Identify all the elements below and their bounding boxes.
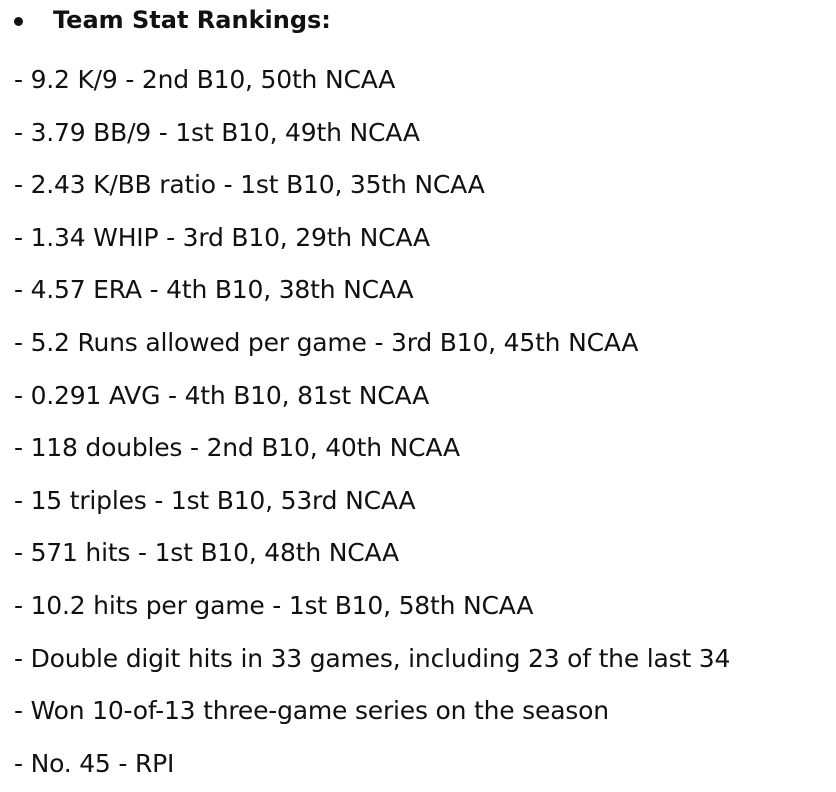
stat-list: - 9.2 K/9 - 2nd B10, 50th NCAA - 3.79 BB…: [14, 54, 730, 790]
stat-line: - 9.2 K/9 - 2nd B10, 50th NCAA: [14, 65, 396, 94]
stat-line: - 5.2 Runs allowed per game - 3rd B10, 4…: [14, 327, 639, 357]
stat-line: - 2.43 K/BB ratio - 1st B10, 35th NCAA: [14, 170, 485, 200]
stat-line: - 571 hits - 1st B10, 48th NCAA: [14, 538, 399, 568]
stat-line: - 0.291 AVG - 4th B10, 81st NCAA: [14, 380, 429, 410]
stat-line: - Won 10-of-13 three-game series on the …: [14, 696, 609, 726]
stat-line: - 1.34 WHIP - 3rd B10, 29th NCAA: [14, 222, 430, 252]
stat-line: - 4.57 ERA - 4th B10, 38th NCAA: [14, 275, 414, 305]
stat-line: - 118 doubles - 2nd B10, 40th NCAA: [14, 433, 460, 463]
stat-line: - 15 triples - 1st B10, 53rd NCAA: [14, 485, 416, 515]
bullet-icon: [14, 16, 23, 26]
heading-list-item: Team Stat Rankings:: [14, 2, 331, 38]
stat-line: - 10.2 hits per game - 1st B10, 58th NCA…: [14, 590, 534, 620]
stat-line: - Double digit hits in 33 games, includi…: [14, 643, 731, 673]
stat-line: - No. 45 - RPI: [14, 748, 175, 778]
section-heading: Team Stat Rankings:: [53, 6, 331, 34]
stat-line: - 3.79 BB/9 - 1st B10, 49th NCAA: [14, 117, 420, 147]
